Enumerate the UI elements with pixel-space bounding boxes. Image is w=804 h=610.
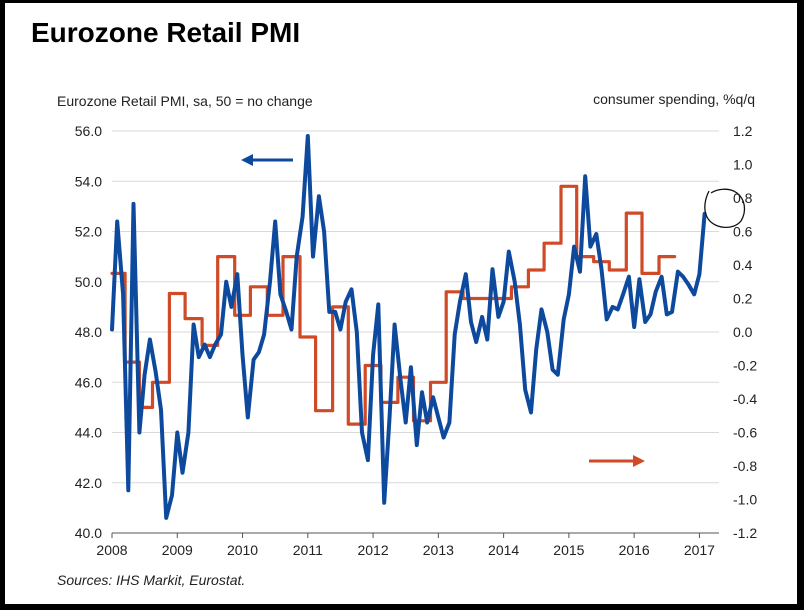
left-tick-label: 42.0 — [75, 475, 102, 491]
left-arrow-head-icon — [241, 154, 253, 166]
left-tick-label: 54.0 — [75, 173, 102, 189]
right-tick-label: -0.2 — [733, 358, 757, 374]
x-tick-label: 2008 — [96, 542, 127, 558]
x-tick-label: 2012 — [357, 542, 388, 558]
right-tick-label: 0.0 — [733, 324, 753, 340]
right-arrow-head-icon — [633, 455, 645, 467]
left-axis-ticks: 40.0 42.0 44.0 46.0 48.0 50.0 52.0 54.0 56.0 — [75, 123, 102, 541]
hand-drawn-circle-icon — [704, 188, 746, 228]
right-tick-label: -1.0 — [733, 492, 757, 508]
right-tick-label: -0.6 — [733, 425, 757, 441]
x-tick-label: 2014 — [488, 542, 519, 558]
left-axis-label: Eurozone Retail PMI, sa, 50 = no change — [57, 93, 313, 109]
annotations — [241, 154, 746, 467]
left-tick-label: 50.0 — [75, 274, 102, 290]
right-tick-label: -1.2 — [733, 525, 757, 541]
right-tick-label: -0.8 — [733, 458, 757, 474]
right-axis-ticks: -1.2-1.0-0.8-0.6-0.4-0.20.00.20.40.60.81… — [733, 123, 757, 541]
x-tick-label: 2011 — [293, 542, 323, 558]
left-tick-label: 46.0 — [75, 374, 102, 390]
left-tick-label: 44.0 — [75, 425, 102, 441]
x-tick-label: 2016 — [619, 542, 650, 558]
x-tick-label: 2010 — [227, 542, 258, 558]
right-tick-label: 1.2 — [733, 123, 753, 139]
chart-frame: Eurozone Retail PMI Eurozone Retail PMI,… — [5, 3, 797, 604]
right-tick-label: 0.2 — [733, 291, 753, 307]
right-tick-label: 0.4 — [733, 257, 753, 273]
x-axis-ticks: 2008 2009 2010 2011 2012 2013 2014 2015 2016 2017 — [96, 533, 715, 558]
x-tick-label: 2017 — [684, 542, 715, 558]
left-tick-label: 48.0 — [75, 324, 102, 340]
x-tick-label: 2013 — [423, 542, 454, 558]
series-line-pmi — [110, 134, 707, 520]
x-tick-label: 2009 — [162, 542, 193, 558]
left-tick-label: 56.0 — [75, 123, 102, 139]
right-axis-label: consumer spending, %q/q — [593, 91, 755, 107]
chart-title: Eurozone Retail PMI — [31, 17, 301, 48]
left-tick-label: 52.0 — [75, 224, 102, 240]
series-lines — [110, 134, 707, 520]
right-tick-label: 1.0 — [733, 157, 753, 173]
x-tick-label: 2015 — [553, 542, 584, 558]
right-tick-label: -0.4 — [733, 391, 757, 407]
left-tick-label: 40.0 — [75, 525, 102, 541]
right-tick-label: 0.6 — [733, 224, 753, 240]
line-chart: Eurozone Retail PMI, sa, 50 = no change … — [57, 91, 757, 588]
source-note: Sources: IHS Markit, Eurostat. — [57, 572, 245, 588]
